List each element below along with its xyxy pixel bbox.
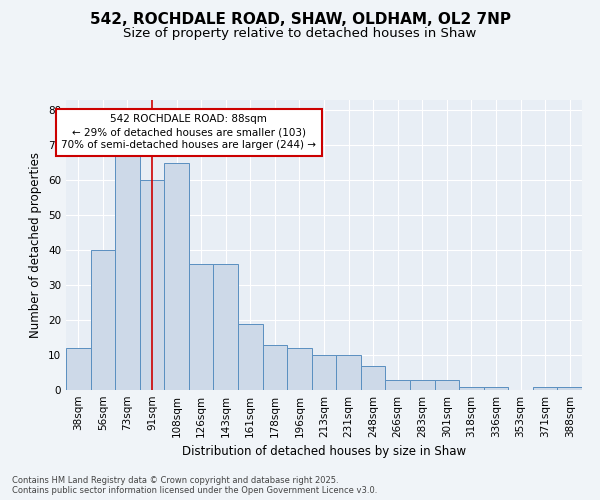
Text: 542, ROCHDALE ROAD, SHAW, OLDHAM, OL2 7NP: 542, ROCHDALE ROAD, SHAW, OLDHAM, OL2 7N… [89,12,511,28]
Bar [533,386,557,390]
Bar [164,163,189,390]
Bar [66,348,91,390]
Bar [238,324,263,390]
Bar [434,380,459,390]
Bar [287,348,312,390]
Bar [484,386,508,390]
X-axis label: Distribution of detached houses by size in Shaw: Distribution of detached houses by size … [182,446,466,458]
Y-axis label: Number of detached properties: Number of detached properties [29,152,43,338]
Bar [91,250,115,390]
Bar [189,264,214,390]
Bar [361,366,385,390]
Bar [557,386,582,390]
Bar [312,355,336,390]
Bar [410,380,434,390]
Bar [385,380,410,390]
Text: Size of property relative to detached houses in Shaw: Size of property relative to detached ho… [124,28,476,40]
Bar [263,344,287,390]
Text: Contains HM Land Registry data © Crown copyright and database right 2025.
Contai: Contains HM Land Registry data © Crown c… [12,476,377,495]
Bar [214,264,238,390]
Text: 542 ROCHDALE ROAD: 88sqm
← 29% of detached houses are smaller (103)
70% of semi-: 542 ROCHDALE ROAD: 88sqm ← 29% of detach… [61,114,316,150]
Bar [336,355,361,390]
Bar [459,386,484,390]
Bar [140,180,164,390]
Bar [115,152,140,390]
